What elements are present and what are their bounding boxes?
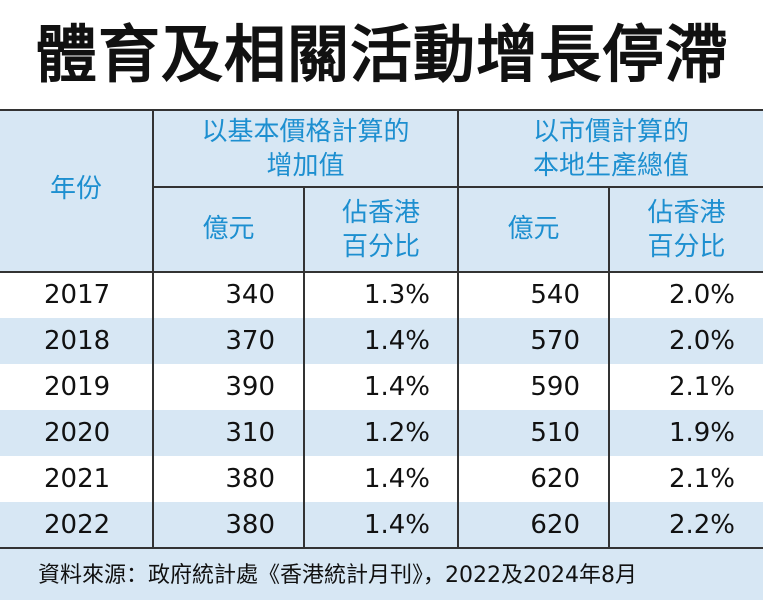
row-band [0,502,763,548]
column-divider [152,110,154,548]
header-year: 年份 [49,174,102,204]
cell-va-amount: 310 [225,418,275,448]
cell-va-percent: 1.3% [363,280,430,310]
cell-va-percent: 1.4% [363,326,430,356]
source-note: 資料來源：政府統計處《香港統計月刊》，2022及2024年8月 [38,563,637,588]
cell-gdp-percent: 2.1% [668,372,735,402]
page-title: 體育及相關活動增長停滯 [34,18,728,91]
cell-gdp-amount: 620 [530,510,580,540]
cell-year: 2017 [44,280,111,310]
table-row: 2019 390 1.4% 590 2.1% [0,364,763,410]
table-header-background [0,110,763,272]
table-row: 2017 340 1.3% 540 2.0% [0,272,763,318]
cell-gdp-amount: 620 [530,464,580,494]
header-gdp-amount: 億元 [507,214,560,244]
table-row: 2022 380 1.4% 620 2.2% [0,502,763,548]
header-gdp-percent: 佔香港 百分比 [647,198,726,262]
cell-year: 2022 [44,510,111,540]
row-band [0,318,763,364]
header-gdp: 以市價計算的 本地生產總值 [532,117,689,181]
cell-va-amount: 390 [225,372,275,402]
table-row: 2020 310 1.2% 510 1.9% [0,410,763,456]
cell-gdp-amount: 510 [530,418,580,448]
cell-gdp-percent: 2.1% [668,464,735,494]
cell-va-percent: 1.4% [363,464,430,494]
row-band [0,410,763,456]
header-value-added: 以基本價格計算的 增加值 [201,117,410,181]
cell-gdp-percent: 1.9% [668,418,735,448]
cell-va-amount: 340 [225,280,275,310]
cell-va-percent: 1.4% [363,510,430,540]
table-row: 2018 370 1.4% 570 2.0% [0,318,763,364]
cell-year: 2019 [44,372,111,402]
cell-va-amount: 380 [225,464,275,494]
cell-gdp-percent: 2.2% [668,510,735,540]
header-va-amount: 億元 [202,214,255,244]
column-divider [457,110,459,548]
cell-va-percent: 1.4% [363,372,430,402]
cell-gdp-percent: 2.0% [668,326,735,356]
cell-gdp-amount: 590 [530,372,580,402]
cell-year: 2020 [44,418,111,448]
cell-gdp-amount: 570 [530,326,580,356]
table-bottom-rule [0,547,763,549]
cell-gdp-percent: 2.0% [668,280,735,310]
cell-va-percent: 1.2% [363,418,430,448]
table-top-rule [0,109,763,111]
table-row: 2021 380 1.4% 620 2.1% [0,456,763,502]
column-divider [303,187,305,548]
cell-gdp-amount: 540 [530,280,580,310]
cell-year: 2021 [44,464,111,494]
source-band [0,548,763,600]
cell-year: 2018 [44,326,111,356]
cell-va-amount: 380 [225,510,275,540]
column-divider [608,187,610,548]
cell-va-amount: 370 [225,326,275,356]
header-va-percent: 佔香港 百分比 [341,198,420,262]
header-bottom-rule [0,271,763,273]
